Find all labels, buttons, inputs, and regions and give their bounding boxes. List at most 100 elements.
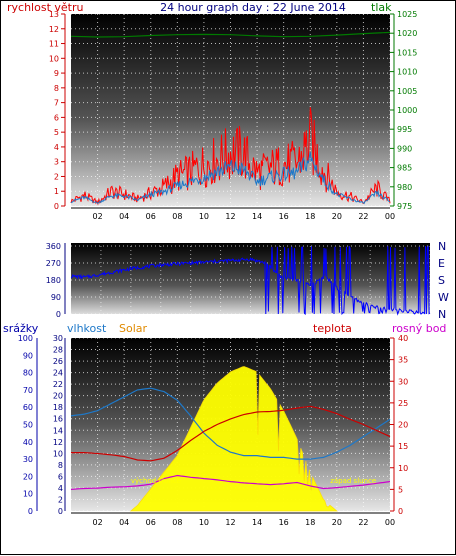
x-tick-label: 22 <box>358 212 368 221</box>
y-tick-label-wind: 12 <box>49 25 59 34</box>
y-tick-label-pressure: 1020 <box>397 29 417 38</box>
y-tick-label-temperature: 35 <box>398 356 408 365</box>
y-tick-label-pressure: 1025 <box>397 10 417 19</box>
y-tick-label-temperature: 0 <box>398 507 403 516</box>
y-tick-label-humidity: 10 <box>53 449 63 458</box>
y-tick-label-wind: 4 <box>54 143 59 152</box>
x-tick-label: 04 <box>119 518 129 527</box>
y-tick-label-direction: 90 <box>51 293 61 302</box>
y-tick-label-pressure: 975 <box>397 202 412 211</box>
y-tick-label-direction: 180 <box>46 276 61 285</box>
y-tick-label-humidity: 12 <box>53 438 63 447</box>
y-tick-label-precipitation: 100 <box>18 334 33 343</box>
y-tick-label-humidity: 30 <box>53 334 63 343</box>
y-tick-label-direction: 360 <box>46 242 61 251</box>
y-tick-label-wind: 0 <box>54 202 59 211</box>
x-tick-label: 02 <box>92 518 102 527</box>
panel-temperature-series: východ slunce západ slunce <box>70 366 391 512</box>
y-tick-label-precipitation: 80 <box>23 369 33 378</box>
x-tick-label: 12 <box>225 212 235 221</box>
series-line-pressure <box>70 31 391 38</box>
y-tick-label-wind: 1 <box>54 187 59 196</box>
y-tick-label-wind: 11 <box>49 40 59 49</box>
y-tick-label-precipitation: 40 <box>23 438 33 447</box>
y-tick-label-wind: 10 <box>49 54 59 63</box>
ylabel-temperature: teplota <box>313 322 352 335</box>
y-tick-label-precipitation: 70 <box>23 386 33 395</box>
ylabel-pressure: tlak <box>371 1 392 14</box>
y-tick-label-precipitation: 90 <box>23 351 33 360</box>
panel-direction-series <box>70 245 431 316</box>
y-tick-label-wind: 3 <box>54 158 59 167</box>
compass-label: W <box>438 291 449 304</box>
ylabel-humidity: vlhkost <box>67 322 107 335</box>
series-line-dew-point <box>70 474 391 490</box>
y-tick-label-wind: 5 <box>54 128 59 137</box>
y-tick-label-precipitation: 50 <box>23 421 33 430</box>
y-tick-label-pressure: 980 <box>397 183 412 192</box>
ylabel-dew-point: rosný bod <box>392 322 446 335</box>
x-tick-label: 20 <box>332 212 342 221</box>
y-tick-label-humidity: 18 <box>53 403 63 412</box>
x-tick-label: 08 <box>172 212 182 221</box>
annotation-sunset: západ slunce <box>330 477 376 485</box>
y-tick-label-precipitation: 30 <box>23 455 33 464</box>
y-tick-label-temperature: 15 <box>398 442 408 451</box>
y-tick-label-temperature: 40 <box>398 334 408 343</box>
y-tick-label-humidity: 22 <box>53 380 63 389</box>
y-tick-label-humidity: 24 <box>53 369 63 378</box>
y-tick-label-temperature: 20 <box>398 421 408 430</box>
y-tick-label-pressure: 1010 <box>397 68 417 77</box>
panel-wind-grid <box>71 13 391 207</box>
series-line-wind-avg <box>70 151 391 205</box>
x-tick-label: 10 <box>199 212 209 221</box>
x-tick-label: 14 <box>252 518 262 527</box>
series-line-wind-direction <box>70 245 431 316</box>
x-tick-label: 06 <box>146 212 156 221</box>
x-tick-label: 14 <box>252 212 262 221</box>
y-tick-label-humidity: 8 <box>58 461 63 470</box>
y-tick-label-temperature: 30 <box>398 377 408 386</box>
ylabel-precipitation: srážky <box>3 322 39 335</box>
y-tick-label-temperature: 25 <box>398 399 408 408</box>
ylabel-wind-speed: rychlost větru <box>7 1 83 14</box>
series-area-solar <box>129 366 338 512</box>
y-tick-label-precipitation: 0 <box>28 507 33 516</box>
x-tick-label: 12 <box>225 518 235 527</box>
y-tick-label-humidity: 2 <box>58 495 63 504</box>
y-tick-label-wind: 9 <box>54 69 59 78</box>
x-tick-label: 00 <box>385 518 395 527</box>
y-tick-label-temperature: 5 <box>398 485 403 494</box>
x-tick-label: 22 <box>358 518 368 527</box>
y-tick-label-humidity: 26 <box>53 357 63 366</box>
y-tick-label-pressure: 1000 <box>397 106 417 115</box>
y-tick-label-pressure: 1015 <box>397 48 417 57</box>
y-tick-label-wind: 2 <box>54 172 59 181</box>
compass-label: E <box>438 257 445 270</box>
y-tick-label-wind: 13 <box>49 10 59 19</box>
x-tick-label: 20 <box>332 518 342 527</box>
panel-temperature-axes: 0246810121416182022242628300102030405060… <box>18 334 408 527</box>
y-tick-label-humidity: 4 <box>58 484 63 493</box>
y-tick-label-pressure: 985 <box>397 164 412 173</box>
series-line-humidity <box>70 387 391 460</box>
chart-title: 24 hour graph day : 22 June 2014 <box>160 1 346 14</box>
y-tick-label-pressure: 995 <box>397 125 412 134</box>
x-tick-label: 08 <box>172 518 182 527</box>
x-tick-label: 10 <box>199 518 209 527</box>
x-tick-label: 02 <box>92 212 102 221</box>
y-tick-label-direction: 0 <box>56 310 61 319</box>
panel-wind-axes: 0123456789101112139759809859909951000100… <box>49 10 418 221</box>
x-tick-label: 16 <box>279 212 289 221</box>
x-tick-label: 16 <box>279 518 289 527</box>
compass-label: N <box>438 240 446 253</box>
y-tick-label-wind: 7 <box>54 99 59 108</box>
y-tick-label-wind: 8 <box>54 84 59 93</box>
compass-label: N <box>438 308 446 321</box>
x-tick-label: 18 <box>305 518 315 527</box>
y-tick-label-pressure: 1005 <box>397 87 417 96</box>
compass-label: S <box>438 274 445 287</box>
